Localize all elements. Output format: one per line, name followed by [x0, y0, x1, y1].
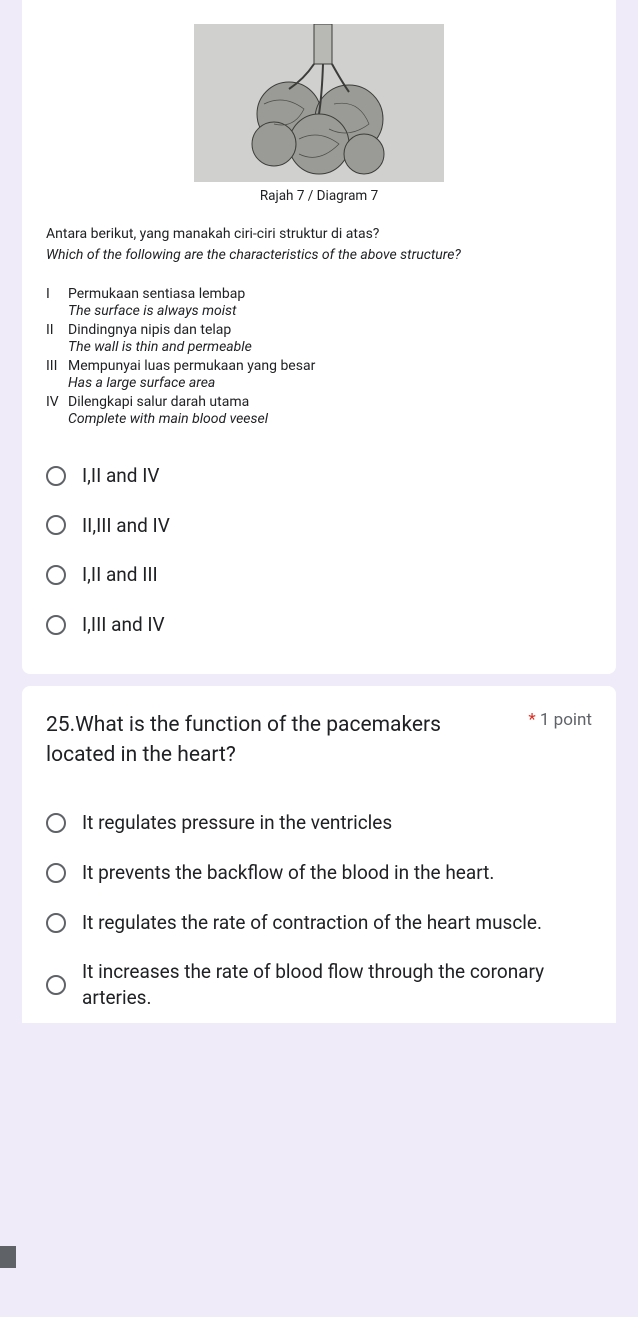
- roman-item: II Dindingnya nipis dan telap The wall i…: [46, 322, 592, 355]
- radio-option[interactable]: I,III and IV: [46, 600, 592, 650]
- question-prompt: Antara berikut, yang manakah ciri-ciri s…: [46, 224, 592, 266]
- option-label: It regulates the rate of contraction of …: [82, 910, 542, 936]
- radio-icon: [46, 913, 66, 933]
- roman-item: III Mempunyai luas permukaan yang besar …: [46, 358, 592, 391]
- option-label: II,III and IV: [82, 513, 170, 539]
- question-card-24: Rajah 7 / Diagram 7 Antara berikut, yang…: [22, 0, 616, 674]
- radio-option[interactable]: It increases the rate of blood flow thro…: [46, 947, 592, 1022]
- radio-icon: [46, 813, 66, 833]
- roman-item: I Permukaan sentiasa lembap The surface …: [46, 286, 592, 319]
- radio-option[interactable]: It regulates pressure in the ventricles: [46, 798, 592, 848]
- diagram-container: Rajah 7 / Diagram 7: [46, 24, 592, 204]
- radio-icon: [46, 515, 66, 535]
- question-title: 25.What is the function of the pacemaker…: [46, 710, 466, 771]
- radio-icon: [46, 615, 66, 635]
- radio-icon: [46, 565, 66, 585]
- roman-en: Has a large surface area: [68, 375, 315, 391]
- side-marker: [0, 1246, 16, 1268]
- diagram-caption: Rajah 7 / Diagram 7: [260, 188, 378, 204]
- roman-en: Complete with main blood veesel: [68, 411, 268, 427]
- alveoli-icon: [194, 24, 444, 182]
- question-ms: Antara berikut, yang manakah ciri-ciri s…: [46, 224, 592, 245]
- option-label: I,III and IV: [82, 612, 165, 638]
- points-text: 1 point: [540, 710, 592, 730]
- roman-item: IV Dilengkapi salur darah utama Complete…: [46, 394, 592, 427]
- required-asterisk: *: [528, 710, 535, 730]
- radio-option[interactable]: I,II and IV: [46, 451, 592, 501]
- option-label: It increases the rate of blood flow thro…: [82, 959, 592, 1010]
- radio-icon: [46, 863, 66, 883]
- radio-icon: [46, 975, 66, 995]
- roman-en: The wall is thin and permeable: [68, 339, 252, 355]
- option-label: I,II and III: [82, 562, 158, 588]
- roman-en: The surface is always moist: [68, 303, 245, 319]
- roman-ms: Dilengkapi salur darah utama: [68, 394, 268, 410]
- roman-ms: Permukaan sentiasa lembap: [68, 286, 245, 302]
- roman-ms: Dindingnya nipis dan telap: [68, 322, 252, 338]
- roman-numeral: I: [46, 286, 68, 319]
- radio-option[interactable]: II,III and IV: [46, 501, 592, 551]
- option-label: I,II and IV: [82, 463, 159, 489]
- option-label: It regulates pressure in the ventricles: [82, 810, 392, 836]
- question-card-25: 25.What is the function of the pacemaker…: [22, 686, 616, 1023]
- roman-ms: Mempunyai luas permukaan yang besar: [68, 358, 315, 374]
- roman-numeral: II: [46, 322, 68, 355]
- radio-option[interactable]: It prevents the backflow of the blood in…: [46, 848, 592, 898]
- radio-option[interactable]: It regulates the rate of contraction of …: [46, 898, 592, 948]
- option-label: It prevents the backflow of the blood in…: [82, 860, 494, 886]
- question-header: 25.What is the function of the pacemaker…: [46, 710, 592, 771]
- points-label: * 1 point: [528, 710, 592, 730]
- question-en: Which of the following are the character…: [46, 245, 592, 266]
- diagram-image: [194, 24, 444, 182]
- roman-numeral: IV: [46, 394, 68, 427]
- roman-numeral: III: [46, 358, 68, 391]
- radio-option[interactable]: I,II and III: [46, 550, 592, 600]
- roman-list: I Permukaan sentiasa lembap The surface …: [46, 286, 592, 427]
- radio-icon: [46, 466, 66, 486]
